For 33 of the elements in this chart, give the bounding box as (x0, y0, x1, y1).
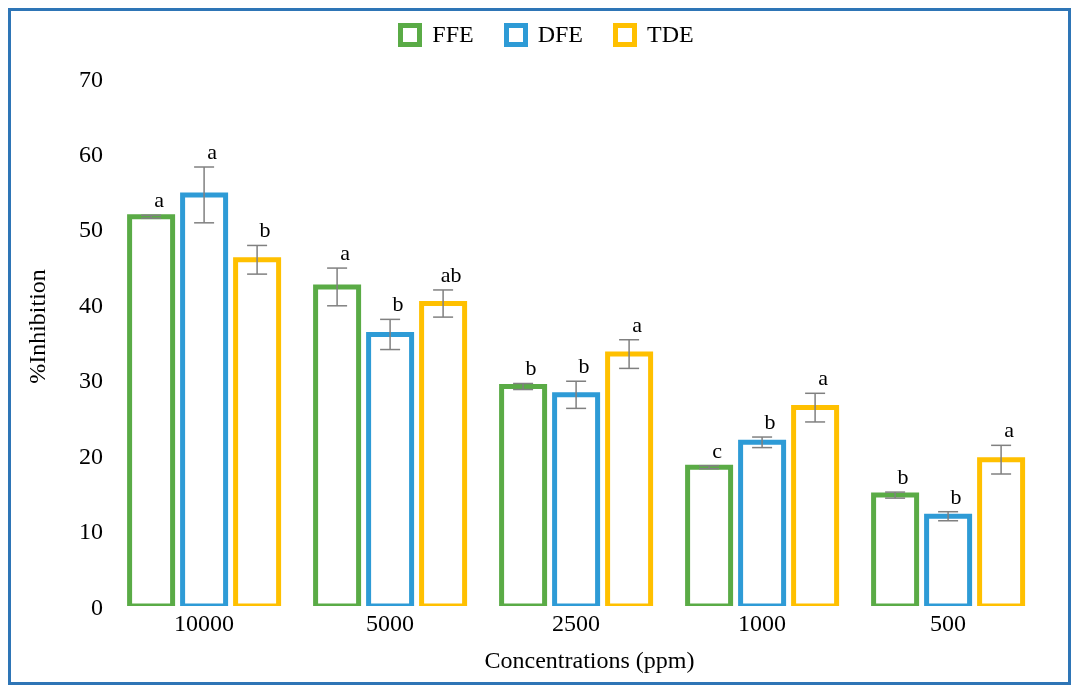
annotation: a (340, 240, 351, 266)
annotation: b (259, 217, 271, 243)
annotation: b (897, 464, 909, 490)
x-tick-label: 5000 (366, 610, 414, 637)
legend-label: FFE (431, 21, 474, 48)
y-tick-label: 40 (79, 291, 103, 318)
x-tick-label: 500 (930, 610, 966, 637)
y-tick-label: 70 (79, 65, 103, 92)
annotation: a (154, 187, 165, 213)
y-tick-label: 20 (79, 442, 103, 469)
annotation: ab (440, 261, 462, 287)
y-tick-label: 60 (79, 140, 103, 167)
legend-label: DFE (536, 21, 584, 48)
annotation: a (818, 365, 829, 391)
y-tick-label: 30 (79, 367, 103, 394)
annotation: a (1004, 417, 1015, 443)
annotation: a (207, 139, 218, 165)
x-tick-label: 2500 (552, 610, 600, 637)
annotation: b (525, 355, 537, 381)
y-tick-label: 10 (79, 518, 103, 545)
annotation: b (764, 409, 776, 435)
y-tick-label: 0 (91, 593, 103, 620)
annotation: a (632, 311, 643, 337)
x-axis-title: Concentrations (ppm) (483, 647, 696, 674)
y-axis-title: %Inhibition (23, 268, 51, 384)
legend-label: TDE (646, 21, 694, 48)
x-tick-label: 1000 (738, 610, 786, 637)
x-tick-label: 10000 (174, 610, 234, 637)
annotation: b (578, 353, 590, 379)
annotation: b (950, 483, 962, 509)
annotation: c (712, 437, 723, 463)
y-tick-label: 50 (79, 216, 103, 243)
annotation: b (392, 291, 404, 317)
